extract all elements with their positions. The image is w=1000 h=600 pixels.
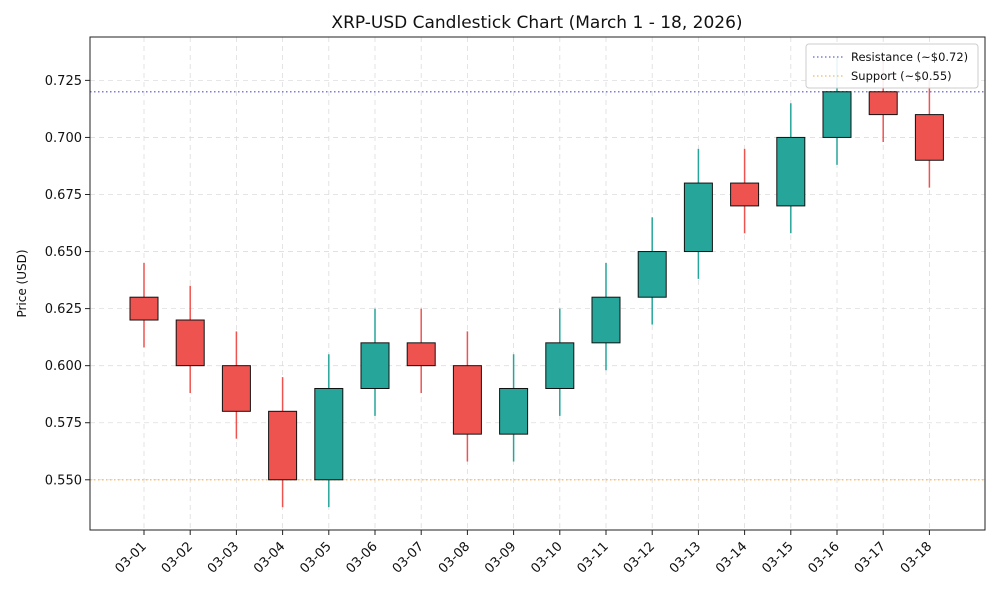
reference-lines bbox=[90, 91, 985, 481]
x-tick-label: 03-05 bbox=[297, 539, 334, 576]
candle-body bbox=[221, 365, 251, 412]
candle-body bbox=[452, 365, 482, 435]
candle-body bbox=[129, 296, 159, 321]
x-tick-label: 03-16 bbox=[806, 539, 843, 576]
candle-body bbox=[545, 342, 575, 389]
legend-label-resistance: Resistance (~$0.72) bbox=[851, 50, 968, 64]
x-tick-label: 03-15 bbox=[759, 539, 796, 576]
x-tick-label: 03-18 bbox=[898, 539, 935, 576]
y-tick-label: 0.550 bbox=[45, 473, 82, 488]
y-tick-label: 0.625 bbox=[45, 302, 82, 317]
candle-body bbox=[499, 387, 529, 435]
x-axis: 03-01 03-02 03-03 03-04 03-05 03-06 03-07 03-08… bbox=[113, 530, 935, 577]
candles bbox=[129, 57, 944, 508]
candle-body bbox=[360, 342, 390, 389]
candle-body bbox=[730, 182, 760, 207]
candle-body bbox=[314, 387, 344, 481]
y-tick-label: 0.575 bbox=[45, 416, 82, 431]
candle-body bbox=[683, 182, 713, 253]
plot-frame bbox=[89, 36, 986, 531]
chart-title: XRP-USD Candlestick Chart (March 1 - 18,… bbox=[331, 13, 742, 33]
x-tick-label: 03-01 bbox=[113, 539, 150, 576]
x-tick-label: 03-11 bbox=[575, 539, 612, 576]
y-axis: 0.550 0.575 0.600 0.625 0.650 0.675 0.700 0.725 bbox=[45, 74, 90, 488]
legend-label-support: Support (~$0.55) bbox=[851, 69, 952, 83]
candle-body bbox=[637, 251, 667, 298]
x-tick-label: 03-08 bbox=[436, 539, 473, 576]
x-tick-label: 03-02 bbox=[159, 539, 196, 576]
x-tick-label: 03-17 bbox=[852, 539, 889, 576]
y-tick-label: 0.650 bbox=[45, 245, 82, 260]
x-tick-label: 03-06 bbox=[344, 539, 381, 576]
candle-body bbox=[268, 410, 298, 481]
y-tick-label: 0.725 bbox=[45, 74, 82, 89]
candle-body bbox=[406, 342, 436, 367]
candle-body bbox=[175, 319, 205, 367]
y-tick-label: 0.675 bbox=[45, 188, 82, 203]
x-tick-label: 03-13 bbox=[667, 539, 704, 576]
y-tick-label: 0.700 bbox=[45, 131, 82, 146]
x-tick-label: 03-10 bbox=[528, 539, 565, 576]
candle-body bbox=[868, 91, 898, 116]
candle-body bbox=[822, 91, 852, 138]
candle-body bbox=[591, 296, 621, 344]
candle-body bbox=[776, 136, 806, 207]
y-axis-label: Price (USD) bbox=[15, 249, 29, 317]
x-tick-label: 03-14 bbox=[713, 539, 750, 576]
legend: Resistance (~$0.72) Support (~$0.55) bbox=[805, 43, 979, 89]
candle-body bbox=[914, 114, 944, 161]
x-tick-label: 03-07 bbox=[390, 539, 427, 576]
x-tick-label: 03-03 bbox=[205, 539, 242, 576]
x-tick-label: 03-12 bbox=[621, 539, 658, 576]
y-tick-label: 0.600 bbox=[45, 359, 82, 374]
x-tick-label: 03-04 bbox=[251, 539, 288, 576]
legend-box bbox=[805, 43, 979, 89]
x-tick-label: 03-09 bbox=[482, 539, 519, 576]
